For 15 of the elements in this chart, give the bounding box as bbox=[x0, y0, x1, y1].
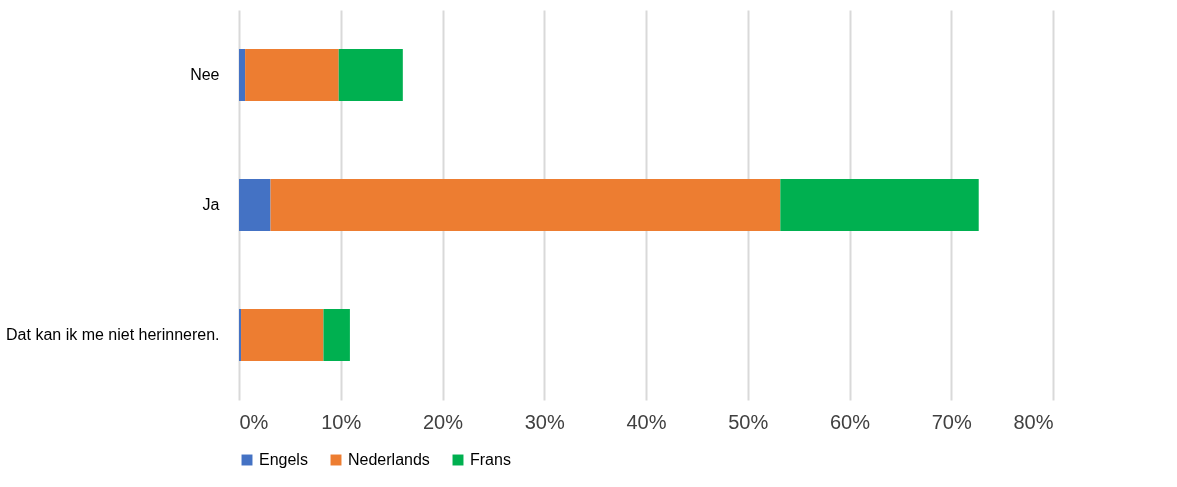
x-tick-label: 0% bbox=[239, 410, 269, 433]
x-tick-label: 20% bbox=[422, 410, 464, 433]
legend-label: Nederlands bbox=[348, 451, 430, 468]
x-tick-label: 80% bbox=[1013, 410, 1054, 433]
x-tick-label: 30% bbox=[524, 410, 565, 433]
y-tick-label: Dat kan ik me niet herinneren. bbox=[6, 326, 220, 343]
x-tick-label: 10% bbox=[321, 410, 362, 433]
x-tick-label: 60% bbox=[829, 410, 871, 433]
legend-label: Engels bbox=[259, 451, 308, 468]
y-tick-label: Nee bbox=[190, 66, 220, 83]
x-tick-label: 50% bbox=[728, 410, 769, 433]
y-tick-label: Ja bbox=[202, 196, 220, 213]
x-tick-label: 70% bbox=[931, 410, 972, 433]
legend-label: Frans bbox=[470, 451, 511, 468]
x-tick-label: 40% bbox=[626, 410, 667, 433]
